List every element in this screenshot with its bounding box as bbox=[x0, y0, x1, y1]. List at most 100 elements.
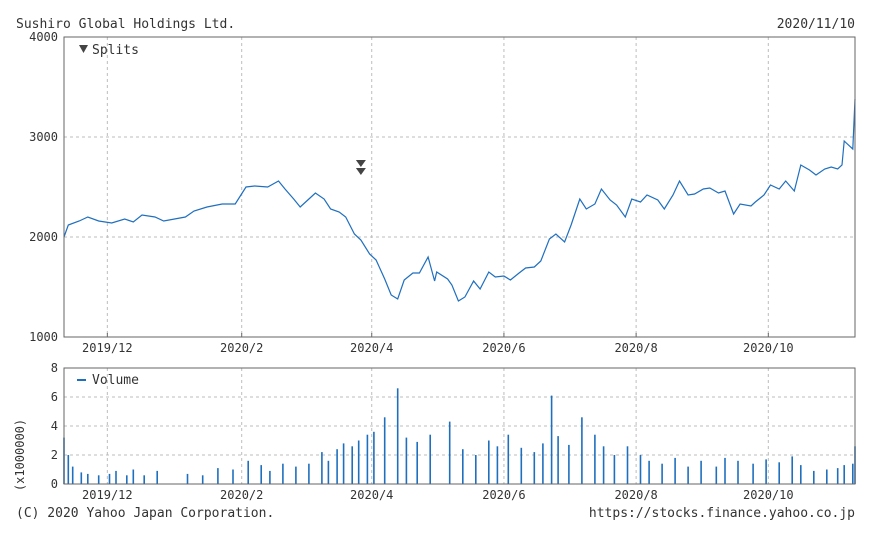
volume-bar bbox=[507, 434, 510, 484]
volume-y-tick-label: 0 bbox=[51, 477, 58, 491]
volume-bar bbox=[186, 473, 189, 484]
volume-bar bbox=[357, 440, 360, 484]
volume-x-tick-label: 2020/2 bbox=[220, 488, 263, 502]
volume-bar bbox=[448, 421, 451, 484]
price-line bbox=[63, 98, 856, 302]
volume-legend-label: Volume bbox=[92, 373, 139, 388]
volume-bar bbox=[836, 468, 839, 484]
volume-bar bbox=[594, 434, 596, 484]
price-y-axis: 1000 2000 3000 4000 bbox=[29, 30, 58, 344]
volume-bar bbox=[260, 465, 262, 484]
volume-bar bbox=[602, 446, 605, 484]
volume-bar bbox=[351, 446, 353, 484]
volume-legend: Volume bbox=[77, 373, 139, 388]
volume-y-tick-label: 4 bbox=[51, 419, 58, 433]
volume-bar bbox=[247, 460, 249, 484]
volume-bar bbox=[132, 469, 135, 484]
volume-y-tick-label: 6 bbox=[51, 390, 58, 404]
split-marker-icon bbox=[355, 160, 366, 167]
volume-bar bbox=[826, 469, 828, 484]
volume-chart: 0 2 4 6 8 2019/12 2020/2 2020/4 2020/6 2020/8 202… bbox=[13, 361, 856, 502]
volume-bar bbox=[496, 446, 499, 484]
volume-bar bbox=[687, 466, 689, 484]
price-x-tick-label: 2020/4 bbox=[350, 341, 393, 355]
volume-bar bbox=[557, 436, 559, 484]
volume-y-axis: 0 2 4 6 8 bbox=[51, 361, 58, 491]
volume-bar bbox=[336, 449, 338, 484]
volume-bar bbox=[843, 465, 845, 484]
volume-bar bbox=[765, 459, 767, 484]
volume-bar bbox=[71, 466, 74, 484]
volume-bar bbox=[488, 440, 490, 484]
volume-bar bbox=[715, 466, 718, 484]
volume-bar bbox=[550, 395, 553, 484]
price-x-axis: 2019/12 2020/2 2020/4 2020/6 2020/8 2020/10 bbox=[82, 333, 794, 355]
volume-bar bbox=[115, 470, 117, 484]
volume-bar bbox=[282, 463, 284, 484]
volume-bar bbox=[97, 475, 100, 484]
volume-bar bbox=[143, 475, 145, 484]
volume-bar bbox=[321, 452, 323, 484]
volume-bar bbox=[724, 457, 726, 484]
volume-bar bbox=[791, 456, 793, 484]
volume-bar bbox=[429, 434, 431, 484]
volume-bar bbox=[405, 437, 408, 484]
volume-bar bbox=[752, 463, 754, 484]
volume-bar bbox=[201, 475, 204, 484]
volume-bar bbox=[396, 388, 399, 484]
volume-x-tick-label: 2020/6 bbox=[482, 488, 525, 502]
volume-bar bbox=[639, 455, 642, 484]
price-chart: 1000 2000 3000 4000 2019/12 2020/2 2020/4 2020… bbox=[29, 30, 856, 355]
volume-bar bbox=[416, 441, 418, 484]
price-x-tick-label: 2020/6 bbox=[482, 341, 525, 355]
price-x-tick-label: 2020/8 bbox=[614, 341, 657, 355]
volume-gridlines bbox=[64, 368, 855, 484]
price-y-tick-label: 4000 bbox=[29, 30, 58, 44]
volume-bar bbox=[581, 417, 583, 484]
volume-bar bbox=[626, 446, 629, 484]
volume-bar bbox=[852, 463, 854, 484]
price-y-tick-label: 1000 bbox=[29, 330, 58, 344]
volume-bar bbox=[813, 470, 815, 484]
volume-bar bbox=[778, 462, 780, 485]
volume-bar bbox=[475, 455, 477, 484]
volume-bar bbox=[156, 470, 158, 484]
volume-bar bbox=[373, 431, 375, 484]
volume-bar bbox=[217, 468, 219, 484]
volume-bar bbox=[800, 465, 802, 484]
volume-bar bbox=[87, 473, 89, 484]
volume-bar bbox=[568, 444, 570, 484]
volume-bar bbox=[462, 449, 464, 484]
splits-legend-icon bbox=[79, 45, 88, 53]
splits-legend: Splits bbox=[79, 43, 139, 58]
price-chart-frame bbox=[63, 36, 856, 338]
volume-x-tick-label: 2020/10 bbox=[743, 488, 794, 502]
price-x-tick-label: 2020/2 bbox=[220, 341, 263, 355]
price-gridlines bbox=[64, 37, 855, 337]
price-y-tick-label: 3000 bbox=[29, 130, 58, 144]
volume-bar bbox=[269, 470, 271, 484]
volume-bar bbox=[383, 417, 386, 484]
volume-bar bbox=[542, 443, 544, 484]
copyright-text: (C) 2020 Yahoo Japan Corporation. bbox=[16, 506, 274, 521]
volume-bar bbox=[674, 457, 676, 484]
splits-legend-label: Splits bbox=[92, 43, 139, 58]
volume-y-tick-label: 2 bbox=[51, 448, 58, 462]
chart-date: 2020/11/10 bbox=[777, 17, 855, 32]
volume-bar bbox=[661, 463, 663, 484]
volume-bar bbox=[648, 460, 650, 484]
volume-bar bbox=[613, 455, 616, 484]
split-marker-icon bbox=[355, 168, 366, 175]
volume-axis-title: (x1000000) bbox=[13, 419, 27, 491]
company-title: Sushiro Global Holdings Ltd. bbox=[16, 17, 235, 32]
volume-bar bbox=[80, 472, 83, 484]
price-y-tick-label: 2000 bbox=[29, 230, 58, 244]
volume-bar bbox=[366, 434, 369, 484]
price-x-tick-label: 2019/12 bbox=[82, 341, 133, 355]
split-markers bbox=[355, 160, 366, 175]
volume-x-tick-label: 2019/12 bbox=[82, 488, 133, 502]
volume-bar bbox=[327, 460, 330, 484]
volume-chart-frame bbox=[63, 367, 856, 485]
volume-bar bbox=[232, 469, 234, 484]
